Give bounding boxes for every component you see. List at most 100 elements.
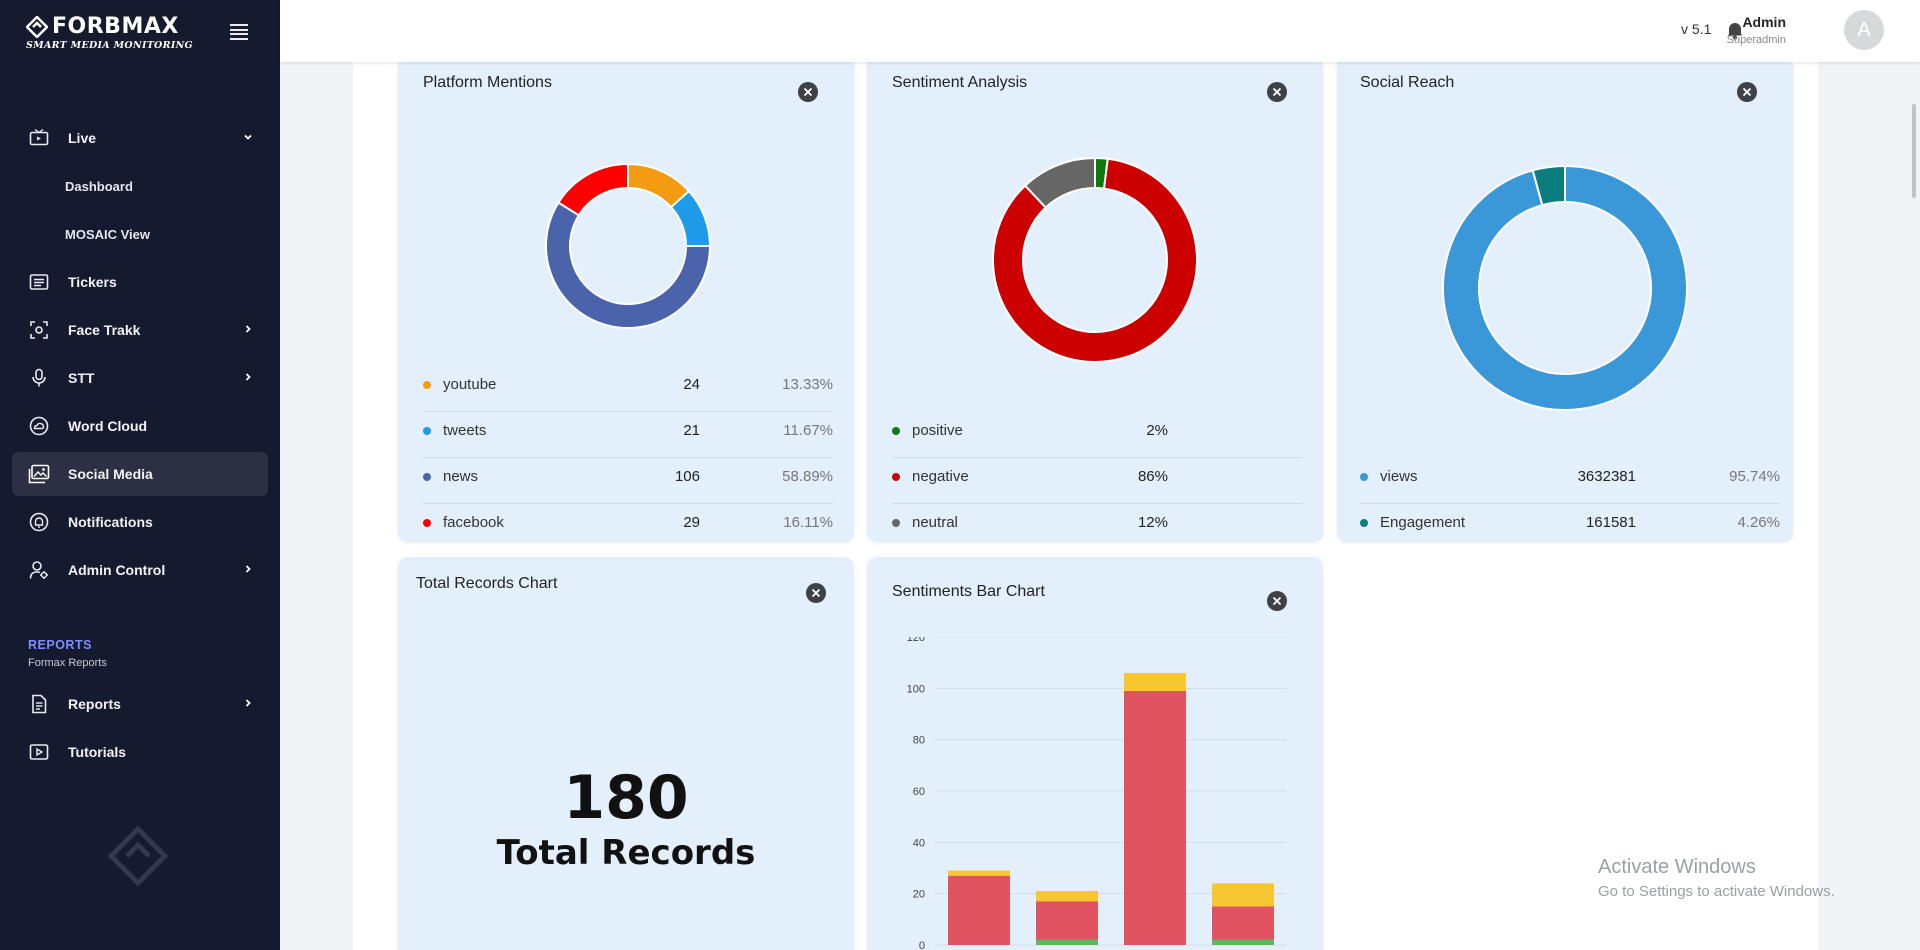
- legend-percent: 95.74%: [1729, 468, 1780, 485]
- forbmax-logo-icon: [26, 15, 48, 38]
- close-icon[interactable]: [1267, 82, 1287, 102]
- sidebar-item-reports[interactable]: Reports: [12, 682, 268, 726]
- legend-label: Engagement: [1380, 514, 1466, 531]
- y-tick-label: 20: [913, 889, 925, 901]
- bar-segment[interactable]: [1124, 690, 1186, 945]
- ticker-icon: [28, 271, 50, 293]
- y-tick-label: 40: [913, 837, 925, 849]
- legend-label: facebook: [443, 514, 504, 531]
- legend-percent: 86%: [1137, 468, 1168, 485]
- legend-row-tweets: tweets 21 11.67%: [423, 412, 833, 458]
- sentiments-bar-chart: 0 20 40 60 80 100 120: [907, 637, 1287, 950]
- legend-percent: 11.67%: [783, 422, 833, 439]
- sentiments-bar-chart-card: Sentiments Bar Chart 0 20 40 60 80 100 120: [867, 557, 1323, 950]
- chevron-down-icon: [242, 130, 254, 146]
- donut-slice-negative[interactable]: [992, 157, 1198, 363]
- donut-slice-neutral[interactable]: [1023, 156, 1096, 209]
- bar-segment[interactable]: [1212, 939, 1274, 945]
- activate-windows-watermark: Activate Windows Go to Settings to activ…: [1598, 856, 1835, 900]
- user-settings-icon: [28, 559, 50, 581]
- app-version: v 5.1: [1681, 21, 1712, 37]
- sidebar-item-admin-control[interactable]: Admin Control: [12, 548, 268, 592]
- bar-segment[interactable]: [948, 870, 1010, 876]
- user-name[interactable]: Admin: [1742, 14, 1786, 30]
- card-title: Total Records Chart: [416, 575, 558, 592]
- brand-logo[interactable]: FORBMAX SMART MEDIA MONITORING: [26, 14, 193, 51]
- sidebar-item-label: Live: [68, 130, 97, 146]
- bar-segment[interactable]: [1124, 672, 1186, 691]
- sidebar-item-social-media[interactable]: Social Media: [12, 452, 268, 496]
- y-tick-label: 60: [913, 786, 925, 798]
- sidebar-item-notifications[interactable]: Notifications: [12, 500, 268, 544]
- sidebar-item-tutorials[interactable]: Tutorials: [12, 730, 268, 774]
- avatar[interactable]: A: [1844, 10, 1884, 50]
- sidebar-item-tickers[interactable]: Tickers: [12, 260, 268, 304]
- hamburger-menu-icon[interactable]: [230, 24, 248, 40]
- bar-segment[interactable]: [948, 875, 1010, 945]
- close-icon[interactable]: [1267, 591, 1287, 611]
- sidebar: FORBMAX SMART MEDIA MONITORING Live Dash…: [0, 0, 280, 950]
- legend-percent: 13.33%: [782, 376, 833, 393]
- close-icon[interactable]: [798, 82, 818, 102]
- bar-segment[interactable]: [1212, 906, 1274, 940]
- tv-icon: [28, 127, 50, 149]
- top-header: v 5.1 Admin Superadmin A: [280, 0, 1920, 62]
- sidebar-item-face-trakk[interactable]: Face Trakk: [12, 308, 268, 352]
- reach-donut-chart: [1442, 164, 1688, 411]
- legend-label: news: [443, 468, 479, 485]
- legend-dot: [1360, 473, 1368, 481]
- sidebar-item-label: Face Trakk: [68, 322, 141, 338]
- legend-dot: [892, 519, 900, 527]
- legend-percent: 2%: [1146, 422, 1168, 439]
- bar-segment[interactable]: [1036, 939, 1098, 945]
- sidebar-item-live[interactable]: Live: [12, 116, 268, 160]
- close-icon[interactable]: [1737, 82, 1757, 102]
- face-scan-icon: [28, 319, 50, 341]
- page-scrollbar[interactable]: [1912, 104, 1916, 198]
- legend-label: positive: [912, 422, 963, 439]
- y-tick-label: 120: [907, 637, 925, 644]
- donut-slice-views[interactable]: [1442, 164, 1688, 411]
- legend-row-positive: positive 2%: [892, 412, 1302, 458]
- sidebar-item-dashboard[interactable]: Dashboard: [12, 164, 268, 208]
- y-tick-label: 80: [913, 735, 925, 747]
- bar-segment[interactable]: [1036, 901, 1098, 940]
- bar-segment[interactable]: [1036, 891, 1098, 902]
- play-icon: [28, 741, 50, 763]
- sidebar-item-mosaic-view[interactable]: MOSAIC View: [12, 212, 268, 256]
- legend-percent: 58.89%: [782, 468, 833, 485]
- legend-dot: [892, 427, 900, 435]
- legend-dot: [423, 473, 431, 481]
- chevron-right-icon: [242, 322, 254, 338]
- card-title: Sentiments Bar Chart: [892, 583, 1045, 600]
- sentiment-donut-chart: [992, 156, 1198, 363]
- chevron-right-icon: [242, 370, 254, 386]
- close-icon[interactable]: [806, 583, 826, 603]
- chevron-right-icon: [242, 562, 254, 578]
- legend-percent: 16.11%: [783, 514, 833, 531]
- sidebar-reports-nav: Reports Tutorials: [12, 682, 268, 778]
- sidebar-item-label: STT: [68, 370, 95, 386]
- total-records-caption: Total Records: [496, 833, 756, 873]
- sidebar-item-label: Tutorials: [68, 744, 127, 760]
- bar-segment[interactable]: [1212, 883, 1274, 907]
- legend-row-neutral: neutral 12%: [892, 504, 1302, 550]
- reports-section-subtitle: Formax Reports: [28, 657, 107, 669]
- donut-slice-engagement[interactable]: [1531, 164, 1566, 207]
- document-icon: [28, 693, 50, 715]
- total-records-card: Total Records Chart 180 Total Records: [398, 557, 854, 950]
- platform-mentions-card: Platform Mentions youtube 24 13.33% tweets 2…: [398, 56, 854, 542]
- donut-slice-news[interactable]: [545, 201, 712, 329]
- reports-section-title: REPORTS: [28, 638, 92, 652]
- bell-outline-icon: [28, 511, 50, 533]
- legend-count: 106: [674, 468, 700, 485]
- total-records-number: 180: [563, 763, 689, 833]
- sidebar-item-stt[interactable]: STT: [12, 356, 268, 400]
- sidebar-item-label: Admin Control: [68, 562, 166, 578]
- legend-row-youtube: youtube 24 13.33%: [423, 366, 833, 412]
- bell-icon[interactable]: [1726, 20, 1744, 45]
- sidebar-item-word-cloud[interactable]: Word Cloud: [12, 404, 268, 448]
- legend-dot: [423, 519, 431, 527]
- donut-slice-facebook[interactable]: [557, 162, 629, 217]
- card-title: Social Reach: [1360, 74, 1455, 91]
